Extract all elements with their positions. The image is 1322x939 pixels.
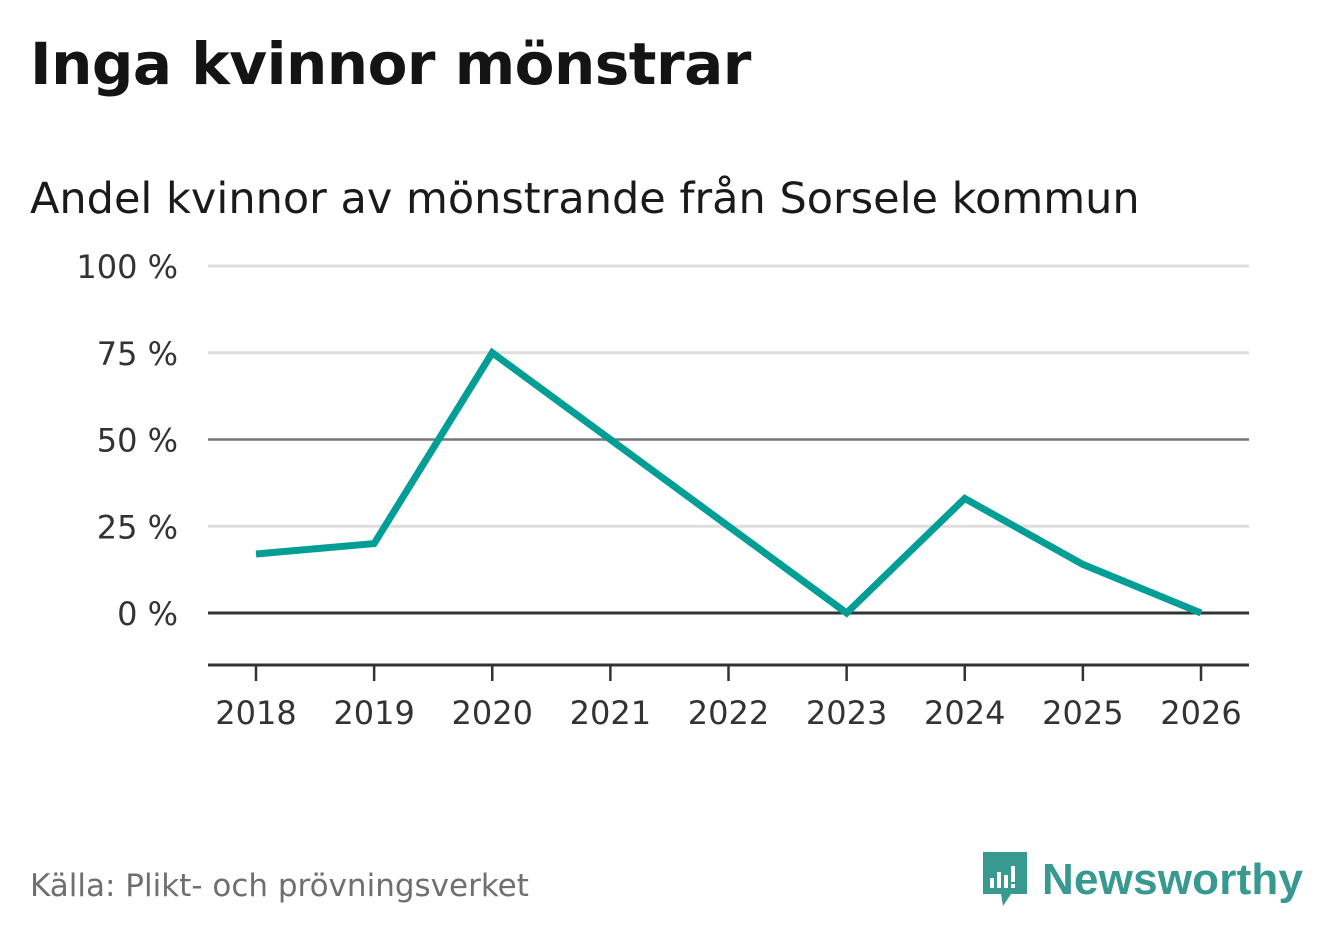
- y-tick-label: 100 %: [76, 248, 178, 286]
- x-tick-label: 2024: [924, 694, 1005, 732]
- brand-name: Newsworthy: [1042, 855, 1304, 904]
- chart-subtitle: Andel kvinnor av mönstrande från Sorsele…: [30, 174, 1140, 224]
- y-tick-label: 50 %: [97, 422, 178, 460]
- x-tick-label: 2022: [688, 694, 769, 732]
- x-tick-label: 2025: [1042, 694, 1123, 732]
- series-line: [255, 347, 1203, 618]
- y-tick-label: 25 %: [97, 508, 178, 546]
- x-tick-label: 2018: [215, 694, 296, 732]
- y-tick-label: 0 %: [117, 595, 178, 633]
- y-tick-label: 75 %: [97, 335, 178, 373]
- x-tick-label: 2026: [1160, 694, 1241, 732]
- series-lines: [255, 347, 1203, 618]
- page-title: Inga kvinnor mönstrar: [30, 30, 751, 98]
- source-note: Källa: Plikt- och prövningsverket: [30, 868, 529, 904]
- x-tick-label: 2021: [570, 694, 651, 732]
- x-tick-label: 2019: [333, 694, 414, 732]
- x-axis-ticks: 2018 2019 2020 2021 2022 2023 2024 2025 2026: [215, 665, 1242, 732]
- newsworthy-logo-icon: [983, 852, 1027, 906]
- x-tick-label: 2020: [452, 694, 533, 732]
- brand-logo: Newsworthy: [980, 850, 1303, 910]
- x-tick-label: 2023: [806, 694, 887, 732]
- gridlines: [208, 264, 1249, 615]
- y-axis-tick-labels: 0 % 25 % 50 % 75 % 100 %: [76, 248, 178, 633]
